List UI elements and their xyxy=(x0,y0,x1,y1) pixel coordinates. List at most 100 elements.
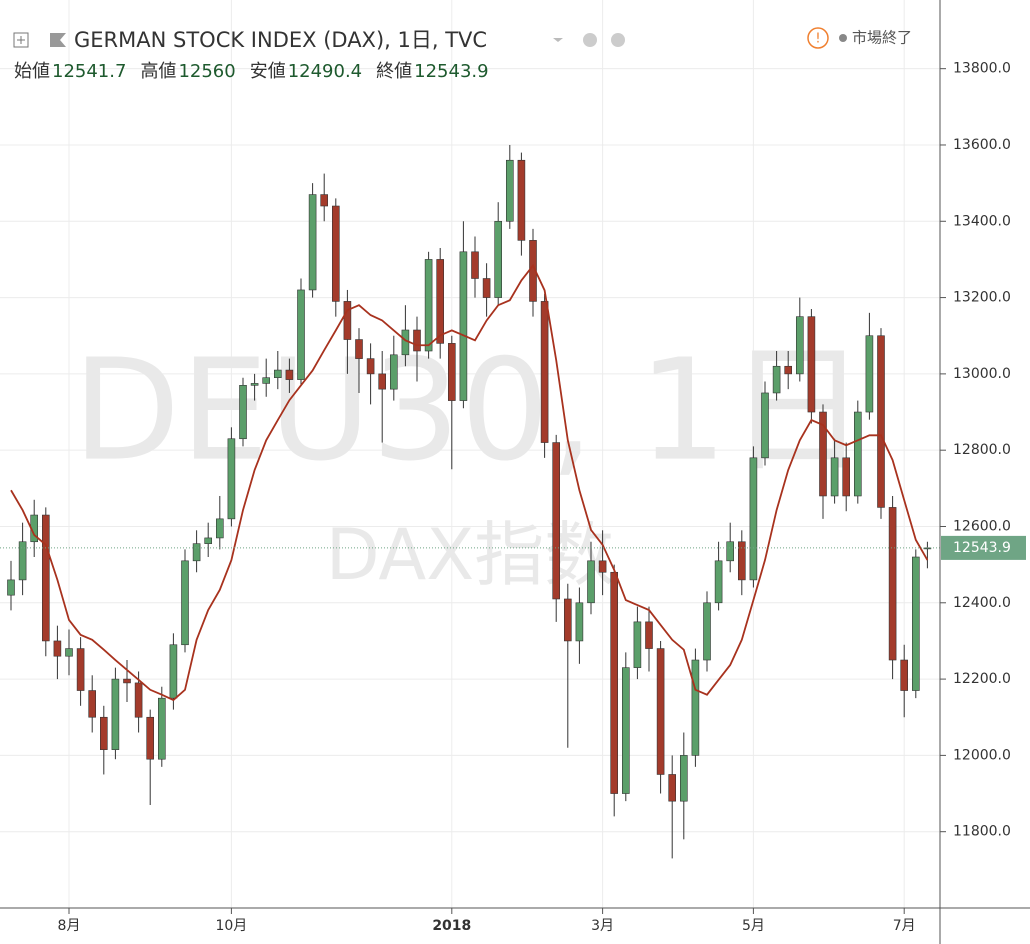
candle-body xyxy=(146,716,154,760)
candle-body xyxy=(216,518,224,539)
candle-body xyxy=(320,194,329,207)
candle-body xyxy=(656,648,665,775)
ohlc-value: 12560 xyxy=(178,61,235,82)
y-tick-label: 12400.0 xyxy=(953,595,1011,611)
flag-icon[interactable] xyxy=(50,33,66,47)
candle-body xyxy=(7,579,15,596)
candle-body xyxy=(18,541,27,581)
candle-body xyxy=(355,339,363,359)
ohlc-label: 終値 xyxy=(376,61,412,82)
candle-body xyxy=(784,365,793,375)
candle-body xyxy=(41,514,50,642)
ohlc-value: 12490.4 xyxy=(288,61,362,82)
x-tick-label: 10月 xyxy=(215,918,247,934)
candle-body xyxy=(227,438,236,520)
candle-body xyxy=(679,755,688,802)
candle-body xyxy=(262,377,271,384)
candle-body xyxy=(459,251,468,401)
watermark-sub: DAX指数 xyxy=(326,514,615,596)
x-tick-label: 8月 xyxy=(58,918,81,934)
candle-body xyxy=(447,343,456,401)
expand-icon[interactable] xyxy=(13,32,29,48)
candle-body xyxy=(366,358,375,375)
candle-body xyxy=(134,682,143,718)
dropdown-icon[interactable] xyxy=(553,38,563,42)
candle-body xyxy=(703,602,711,661)
y-tick-label: 13000.0 xyxy=(953,366,1011,382)
ohlc-value: 12541.7 xyxy=(52,61,126,82)
candle-body xyxy=(123,678,131,684)
candle-body xyxy=(587,560,595,604)
candle-body xyxy=(877,335,885,508)
candle-body xyxy=(181,560,189,646)
moving-average xyxy=(10,263,929,702)
ohlc-header: 始値 12541.7 高値 12560 安値 12490.4 終値 12543.9 xyxy=(14,61,489,82)
eye-icon[interactable] xyxy=(583,33,597,47)
axis: 11800.0 12000.0 12200.0 12400.0 12600.0 12800… xyxy=(58,61,1026,934)
candle-body xyxy=(749,457,758,581)
candle-body xyxy=(772,365,781,394)
x-tick-label: 5月 xyxy=(742,918,765,934)
candle-body xyxy=(100,716,108,750)
candle-body xyxy=(389,354,398,390)
candle-body xyxy=(76,648,85,691)
candle-body xyxy=(575,602,584,642)
candle-body xyxy=(401,329,410,356)
ohlc-label: 高値 xyxy=(140,61,176,82)
candle-body xyxy=(714,560,723,604)
ohlc-label: 始値 xyxy=(14,61,50,82)
candle-body xyxy=(795,316,804,375)
candle-body xyxy=(158,697,166,760)
candle-body xyxy=(900,659,909,691)
y-tick-label: 12000.0 xyxy=(953,747,1011,763)
candle-body xyxy=(331,205,340,302)
y-tick-label: 13400.0 xyxy=(953,213,1011,229)
x-tick-label: 2018 xyxy=(432,918,471,934)
candle-body xyxy=(204,537,212,544)
candle-body xyxy=(853,411,862,497)
candle-body xyxy=(192,543,201,562)
warning-icon[interactable] xyxy=(807,27,829,49)
candle-body xyxy=(343,301,352,340)
candle-body xyxy=(111,678,120,750)
y-tick-label: 13800.0 xyxy=(953,61,1011,77)
candle-body xyxy=(482,278,491,298)
candle-body xyxy=(169,644,178,699)
candle-body xyxy=(494,220,503,298)
symbol-title: GERMAN STOCK INDEX (DAX), 1日, TVC xyxy=(74,28,487,52)
candle-body xyxy=(819,411,827,497)
y-tick-label: 12600.0 xyxy=(953,518,1011,534)
settings-icon[interactable] xyxy=(611,33,625,47)
status-dot xyxy=(839,34,847,42)
candle-body xyxy=(645,621,653,649)
candle-body xyxy=(830,457,839,497)
candle-body xyxy=(865,335,874,413)
candle-body xyxy=(53,640,62,657)
candle-body xyxy=(888,507,897,661)
y-tick-label: 12800.0 xyxy=(953,442,1011,458)
candle-body xyxy=(691,659,700,756)
x-tick-label: 7月 xyxy=(893,918,916,934)
last-price-label: 12543.9 xyxy=(953,540,1011,556)
candle-body xyxy=(842,457,851,497)
watermark: DEU30, 1日 xyxy=(73,330,868,493)
candle-body xyxy=(273,369,282,378)
candle-body xyxy=(424,259,433,352)
candle-body xyxy=(761,392,769,459)
warning-mark: ! xyxy=(815,32,820,47)
candle-body xyxy=(239,385,247,440)
candle-body xyxy=(633,621,642,668)
candle-body xyxy=(413,329,421,352)
y-tick-label: 12200.0 xyxy=(953,671,1011,687)
plot xyxy=(0,144,940,859)
candle-body xyxy=(598,560,607,573)
candle-body xyxy=(88,690,96,718)
candle-body xyxy=(563,598,572,642)
candle-body xyxy=(621,667,630,794)
y-tick-label: 13600.0 xyxy=(953,137,1011,153)
expand-icon-plus xyxy=(17,36,25,44)
candle-body xyxy=(517,159,526,241)
candle-body xyxy=(540,301,549,443)
